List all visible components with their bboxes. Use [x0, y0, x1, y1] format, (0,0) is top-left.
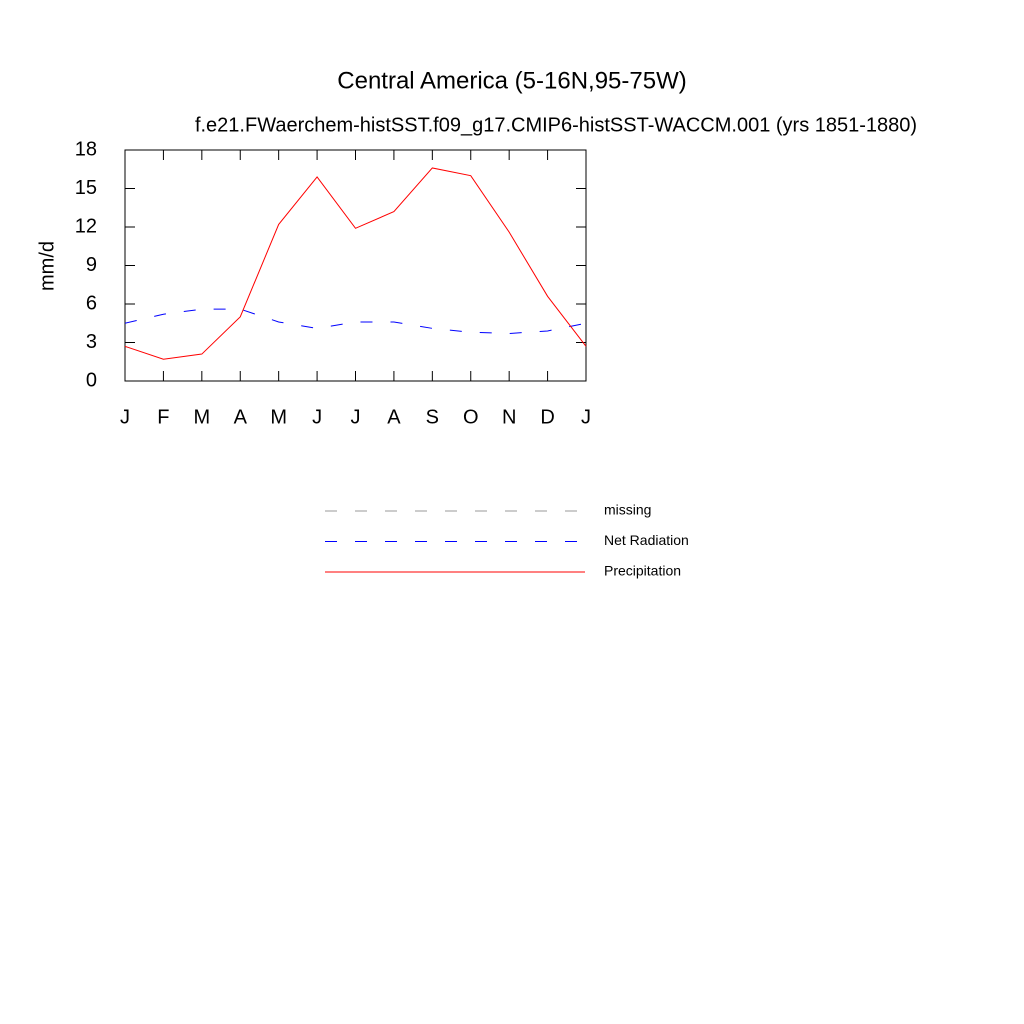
x-tick-label: S — [426, 406, 439, 428]
y-tick-label: 6 — [86, 292, 97, 314]
x-tick-label: A — [234, 406, 248, 428]
x-tick-label: M — [193, 406, 210, 428]
series-line — [124, 308, 587, 335]
y-axis-label: mm/d — [36, 241, 58, 291]
y-tick-label: 9 — [86, 254, 97, 276]
chart-subtitle: f.e21.FWaerchem-histSST.f09_g17.CMIP6-hi… — [195, 114, 917, 136]
chart-title: Central America (5-16N,95-75W) — [337, 67, 686, 94]
y-tick-label: 0 — [86, 369, 97, 391]
x-tick-label: J — [351, 406, 361, 428]
legend-label: Precipitation — [604, 563, 681, 579]
legend-label: missing — [604, 502, 651, 518]
x-tick-label: J — [312, 406, 322, 428]
series-line — [124, 167, 587, 360]
x-tick-label: O — [463, 406, 479, 428]
x-tick-label: N — [502, 406, 516, 428]
plot-frame — [124, 149, 587, 382]
x-tick-label: M — [270, 406, 287, 428]
x-tick-label: A — [387, 406, 401, 428]
x-tick-label: F — [157, 406, 169, 428]
y-tick-label: 3 — [86, 331, 97, 353]
legend-label: Net Radiation — [604, 532, 689, 548]
x-tick-label: J — [120, 406, 130, 428]
y-tick-label: 12 — [75, 215, 97, 237]
x-tick-label: D — [540, 406, 554, 428]
x-tick-label: J — [581, 406, 591, 428]
y-tick-label: 15 — [75, 177, 97, 199]
y-tick-label: 18 — [75, 138, 97, 160]
